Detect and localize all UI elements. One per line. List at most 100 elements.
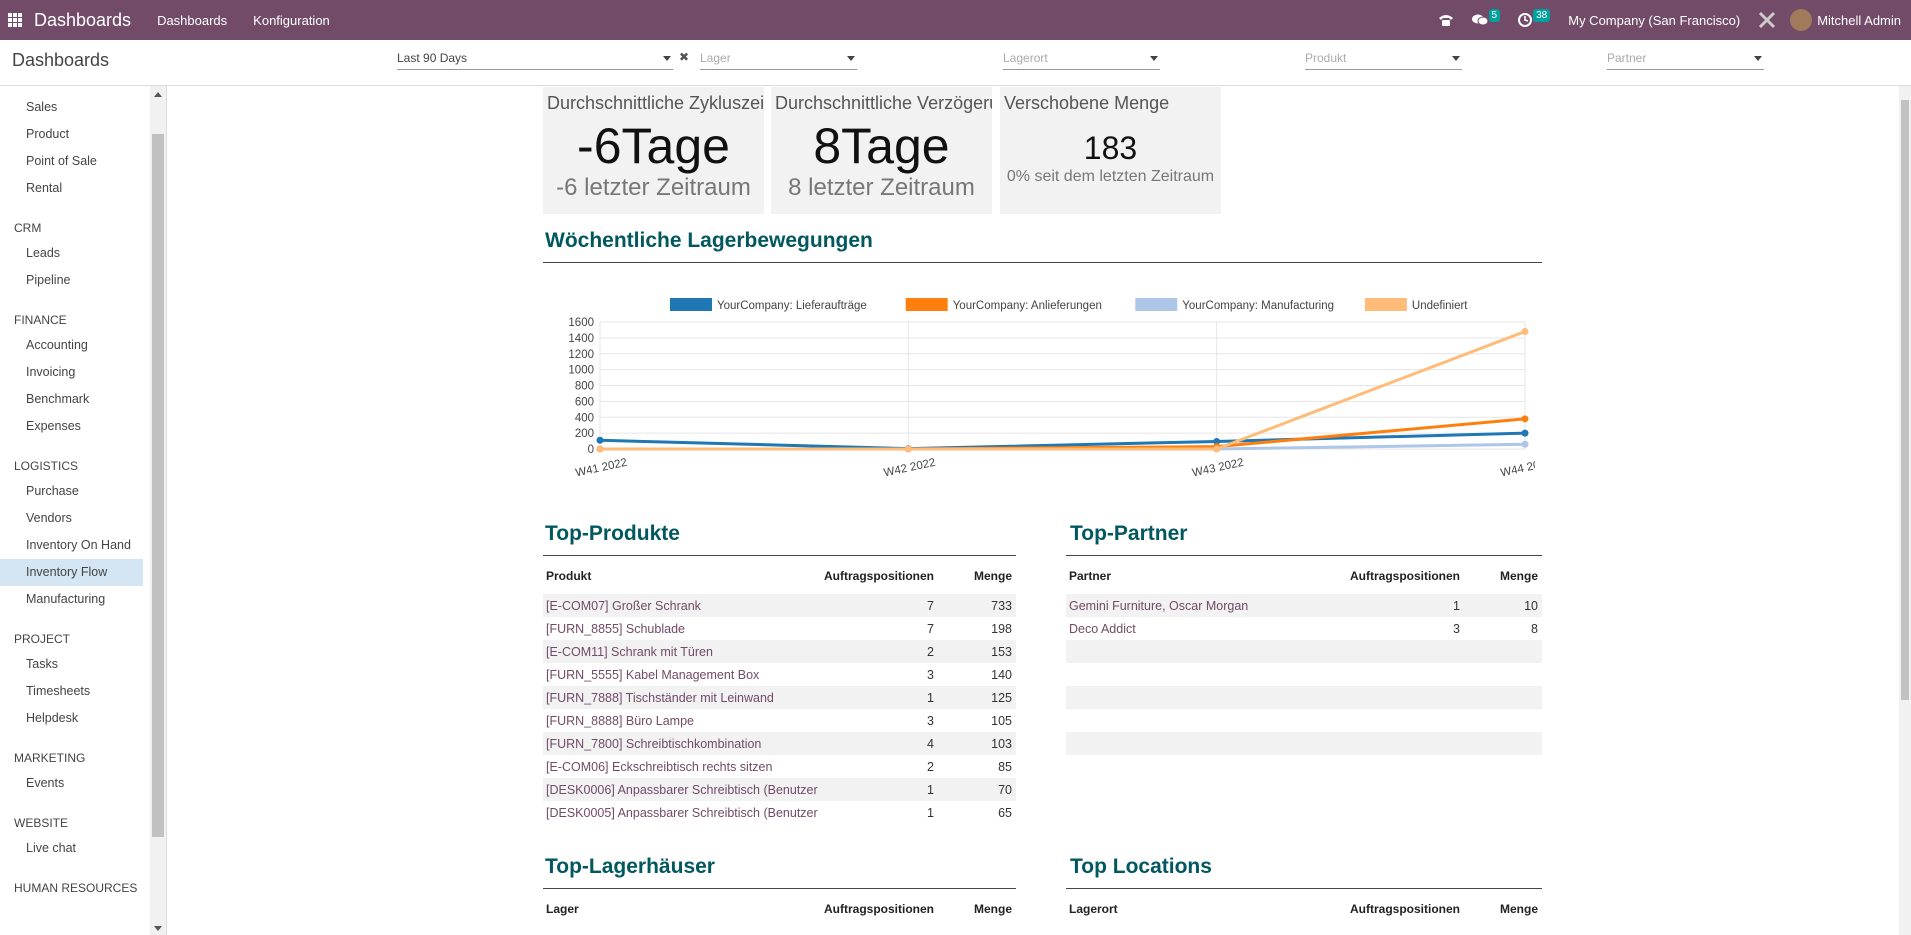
table-row[interactable]: [FURN_8888] Büro Lampe 3 105 — [543, 709, 1016, 732]
sidebar-item-events[interactable]: Events — [26, 776, 65, 790]
top-locations-header-col-1[interactable]: Lagerort — [1069, 902, 1118, 916]
top-partners-cell-col-1[interactable]: Gemini Furniture, Oscar Morgan — [1069, 598, 1249, 613]
table-row[interactable]: [E-COM07] Großer Schrank 7 733 — [543, 594, 1016, 617]
sidebar-item-live-chat[interactable]: Live chat — [26, 841, 77, 855]
top-partners-cell-col-1[interactable]: Deco Addict — [1069, 621, 1136, 636]
table-row[interactable]: Deco Addict 3 8 — [1066, 617, 1542, 640]
top-products-header-col-1[interactable]: Produkt — [546, 569, 592, 583]
data-point[interactable] — [596, 436, 604, 444]
top-products-cell-col-1[interactable]: [FURN_8855] Schublade — [546, 621, 685, 636]
data-point[interactable] — [1521, 440, 1529, 448]
chat-icon[interactable]: 5 — [1471, 8, 1501, 27]
legend-label: YourCompany: Anlieferungen — [953, 300, 1102, 312]
sidebar-item-inventory-flow[interactable]: Inventory Flow — [0, 559, 143, 586]
sidebar-item-leads[interactable]: Leads — [26, 246, 61, 260]
table-row[interactable]: [FURN_7888] Tischständer mit Leinwand 1 12… — [543, 686, 1016, 709]
top-products-header-col-3[interactable]: Menge — [973, 569, 1012, 583]
top-navbar: Dashboards Dashboards Konfiguration 5 38… — [0, 0, 1911, 40]
top-locations-header-col-2[interactable]: Auftragspositionen — [1350, 902, 1460, 916]
debug-tools-icon[interactable] — [1758, 11, 1776, 29]
sidebar-scroll-thumb[interactable] — [152, 134, 164, 837]
top-partners-header-col-3[interactable]: Menge — [1499, 569, 1538, 583]
top-products-cell-col-1[interactable]: [E-COM07] Großer Schrank — [546, 598, 701, 613]
table-row[interactable]: [DESK0006] Anpassbarer Schreibtisch (Ben… — [543, 778, 1016, 801]
company-switcher[interactable]: My Company (San Francisco) — [1568, 12, 1741, 28]
sidebar-item-rental[interactable]: Rental — [26, 181, 63, 195]
data-point[interactable] — [904, 445, 912, 453]
sidebar-item-vendors[interactable]: Vendors — [26, 511, 72, 525]
table-row[interactable]: [DESK0005] Anpassbarer Schreibtisch (Ben… — [543, 801, 1016, 824]
data-point[interactable] — [1213, 437, 1221, 445]
sidebar-item-sales[interactable]: Sales — [26, 100, 58, 114]
top-locations-header-col-3[interactable]: Menge — [1499, 902, 1538, 916]
top-products-header-col-2[interactable]: Auftragspositionen — [824, 569, 934, 583]
sidebar-item-tasks[interactable]: Tasks — [26, 657, 58, 671]
top-partners-header-col-1[interactable]: Partner — [1069, 569, 1112, 583]
sidebar-item-benchmark[interactable]: Benchmark — [26, 392, 90, 406]
sidebar-item-pipeline[interactable]: Pipeline — [26, 273, 71, 287]
scroll-down-icon[interactable] — [154, 926, 162, 931]
data-point[interactable] — [1521, 429, 1529, 437]
legend-swatch[interactable] — [1135, 298, 1178, 311]
top-products-cell-col-1[interactable]: [E-COM06] Eckschreibtisch rechts sitzen — [546, 759, 773, 774]
table-row[interactable]: [FURN_7800] Schreibtischkombination 4 103 — [543, 732, 1016, 755]
data-point[interactable] — [1521, 328, 1529, 336]
sidebar-scrollbar[interactable] — [150, 86, 166, 935]
data-point[interactable] — [1521, 415, 1529, 423]
menu-dashboards[interactable]: Dashboards — [157, 12, 228, 28]
sidebar-item-point-of-sale[interactable]: Point of Sale — [26, 154, 97, 168]
user-menu[interactable]: Mitchell Admin — [1817, 12, 1901, 28]
sidebar-item-expenses[interactable]: Expenses — [26, 419, 81, 433]
chevron-down-icon — [847, 56, 855, 61]
sidebar-item-invoicing[interactable]: Invoicing — [26, 365, 76, 379]
top-products-cell-col-1[interactable]: [DESK0006] Anpassbarer Schreibtisch (Ben… — [546, 782, 818, 797]
top-partners-header-col-2[interactable]: Auftragspositionen — [1350, 569, 1460, 583]
app-brand[interactable]: Dashboards — [34, 9, 132, 30]
sidebar-item-manufacturing[interactable]: Manufacturing — [26, 592, 106, 606]
top-products-cell-col-1[interactable]: [FURN_7888] Tischständer mit Leinwand — [546, 690, 774, 705]
sidebar-item-inventory-on-hand[interactable]: Inventory On Hand — [26, 538, 131, 552]
top-warehouses-header-col-2[interactable]: Auftragspositionen — [824, 902, 934, 916]
table-row[interactable]: [FURN_8855] Schublade 7 198 — [543, 617, 1016, 640]
top-warehouses-header-col-3[interactable]: Menge — [973, 902, 1012, 916]
sidebar-item-timesheets[interactable]: Timesheets — [26, 684, 91, 698]
sidebar-item-purchase[interactable]: Purchase — [26, 484, 79, 498]
data-point[interactable] — [1213, 445, 1221, 453]
clear-filter-icon[interactable]: ✖ — [678, 50, 689, 64]
top-warehouses-header-col-1[interactable]: Lager — [546, 902, 579, 916]
kpi-card-moved-quantity[interactable]: Verschobene Menge 183 0% seit dem letzte… — [1000, 87, 1221, 214]
top-products-cell-col-1[interactable]: [FURN_5555] Kabel Management Box — [546, 667, 760, 682]
lagerort-filter-select[interactable]: Lagerort — [1003, 48, 1160, 70]
table-row[interactable]: Gemini Furniture, Oscar Morgan 1 10 — [1066, 594, 1542, 617]
activity-clock-icon[interactable]: 38 — [1518, 8, 1551, 27]
apps-menu-icon[interactable] — [8, 13, 22, 27]
table-row[interactable]: [E-COM06] Eckschreibtisch rechts sitzen 2… — [543, 755, 1016, 778]
top-products-cell-col-1[interactable]: [E-COM11] Schrank mit Türen — [546, 644, 713, 659]
lager-filter-select[interactable]: Lager — [700, 48, 857, 70]
produkt-filter-select[interactable]: Produkt — [1305, 48, 1462, 70]
kpi-card-cycle-time[interactable]: Durchschnittliche Zykluszeit -6Tage -6 l… — [543, 87, 764, 214]
partner-filter-select[interactable]: Partner — [1607, 48, 1764, 70]
kpi-card-delay[interactable]: Durchschnittliche Verzögerung 8Tage 8 le… — [771, 87, 992, 214]
top-products-cell-col-1[interactable]: [DESK0005] Anpassbarer Schreibtisch (Ben… — [546, 805, 818, 820]
table-row[interactable]: [FURN_5555] Kabel Management Box 3 140 — [543, 663, 1016, 686]
date-filter-select[interactable]: Last 90 Days ✖ — [397, 48, 689, 70]
sidebar-item-product[interactable]: Product — [26, 127, 70, 141]
main-scrollbar[interactable] — [1899, 86, 1911, 935]
data-point[interactable] — [596, 445, 604, 453]
top-products-cell-col-1[interactable]: [FURN_7800] Schreibtischkombination — [546, 736, 762, 751]
x-tick-label: W41 2022 — [574, 457, 628, 480]
weekly-moves-line-chart[interactable]: YourCompany: Lieferaufträge YourCompany: … — [545, 290, 1535, 495]
top-products-cell-col-1[interactable]: [FURN_8888] Büro Lampe — [546, 713, 694, 728]
sidebar-item-accounting[interactable]: Accounting — [26, 338, 88, 352]
legend-swatch[interactable] — [905, 298, 948, 311]
main-scroll-thumb[interactable] — [1901, 100, 1909, 700]
legend-swatch[interactable] — [1364, 298, 1407, 311]
user-avatar[interactable] — [1790, 9, 1813, 31]
menu-konfiguration[interactable]: Konfiguration — [253, 12, 330, 28]
scroll-up-icon[interactable] — [154, 92, 162, 97]
table-row[interactable]: [E-COM11] Schrank mit Türen 2 153 — [543, 640, 1016, 663]
phone-icon[interactable] — [1438, 13, 1454, 27]
legend-swatch[interactable] — [670, 298, 712, 311]
sidebar-item-helpdesk[interactable]: Helpdesk — [26, 711, 79, 725]
